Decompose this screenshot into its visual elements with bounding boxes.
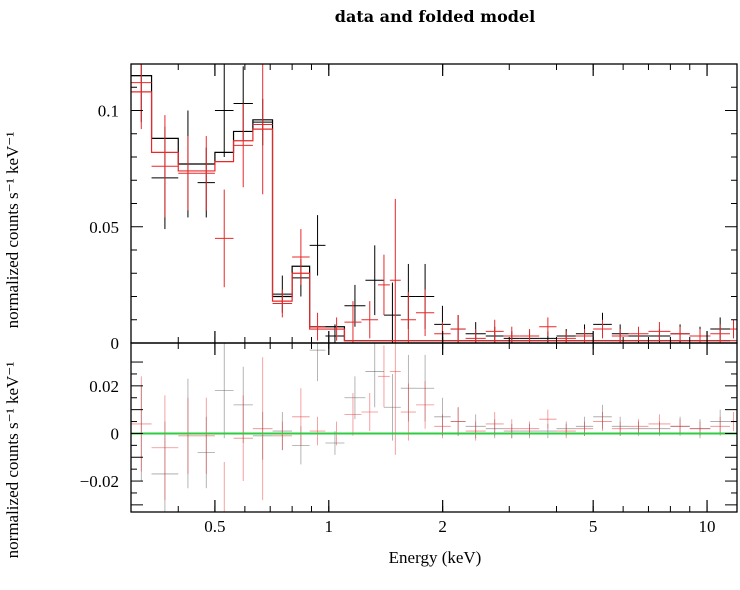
- y-top-tick-label-2: 0.1: [98, 102, 119, 121]
- chart-title: data and folded model: [335, 7, 535, 26]
- y-top-tick-label-0: 0: [111, 334, 120, 353]
- y-axis-label-bottom: normalized counts s⁻¹ keV⁻¹: [3, 362, 22, 559]
- model-line-series1: [131, 91, 737, 342]
- x-tick-label-0: 0.5: [204, 517, 225, 536]
- top-panel-marks: [131, 64, 737, 343]
- x-tick-label-2: 2: [438, 517, 447, 536]
- bottom-panel-frame: [130, 342, 738, 513]
- axes-layer: 0.5 1 2 5 10 0 0.05 0.1 −0.02 0 0.02: [80, 63, 738, 536]
- y-bottom-tick-label-2: 0.02: [89, 377, 119, 396]
- y-bottom-tick-label-1: 0: [111, 424, 120, 443]
- model-line-series0: [131, 75, 731, 342]
- y-top-tick-label-1: 0.05: [89, 218, 119, 237]
- x-axis-label: Energy (keV): [389, 548, 482, 567]
- x-tick-label-1: 1: [325, 517, 334, 536]
- bottom-panel-marks: [131, 343, 737, 513]
- top-panel-frame: [130, 63, 738, 344]
- x-tick-label-4: 10: [699, 517, 716, 536]
- x-tick-label-3: 5: [589, 517, 598, 536]
- y-axis-label-top: normalized counts s⁻¹ keV⁻¹: [3, 132, 22, 329]
- y-bottom-tick-label-0: −0.02: [80, 472, 119, 491]
